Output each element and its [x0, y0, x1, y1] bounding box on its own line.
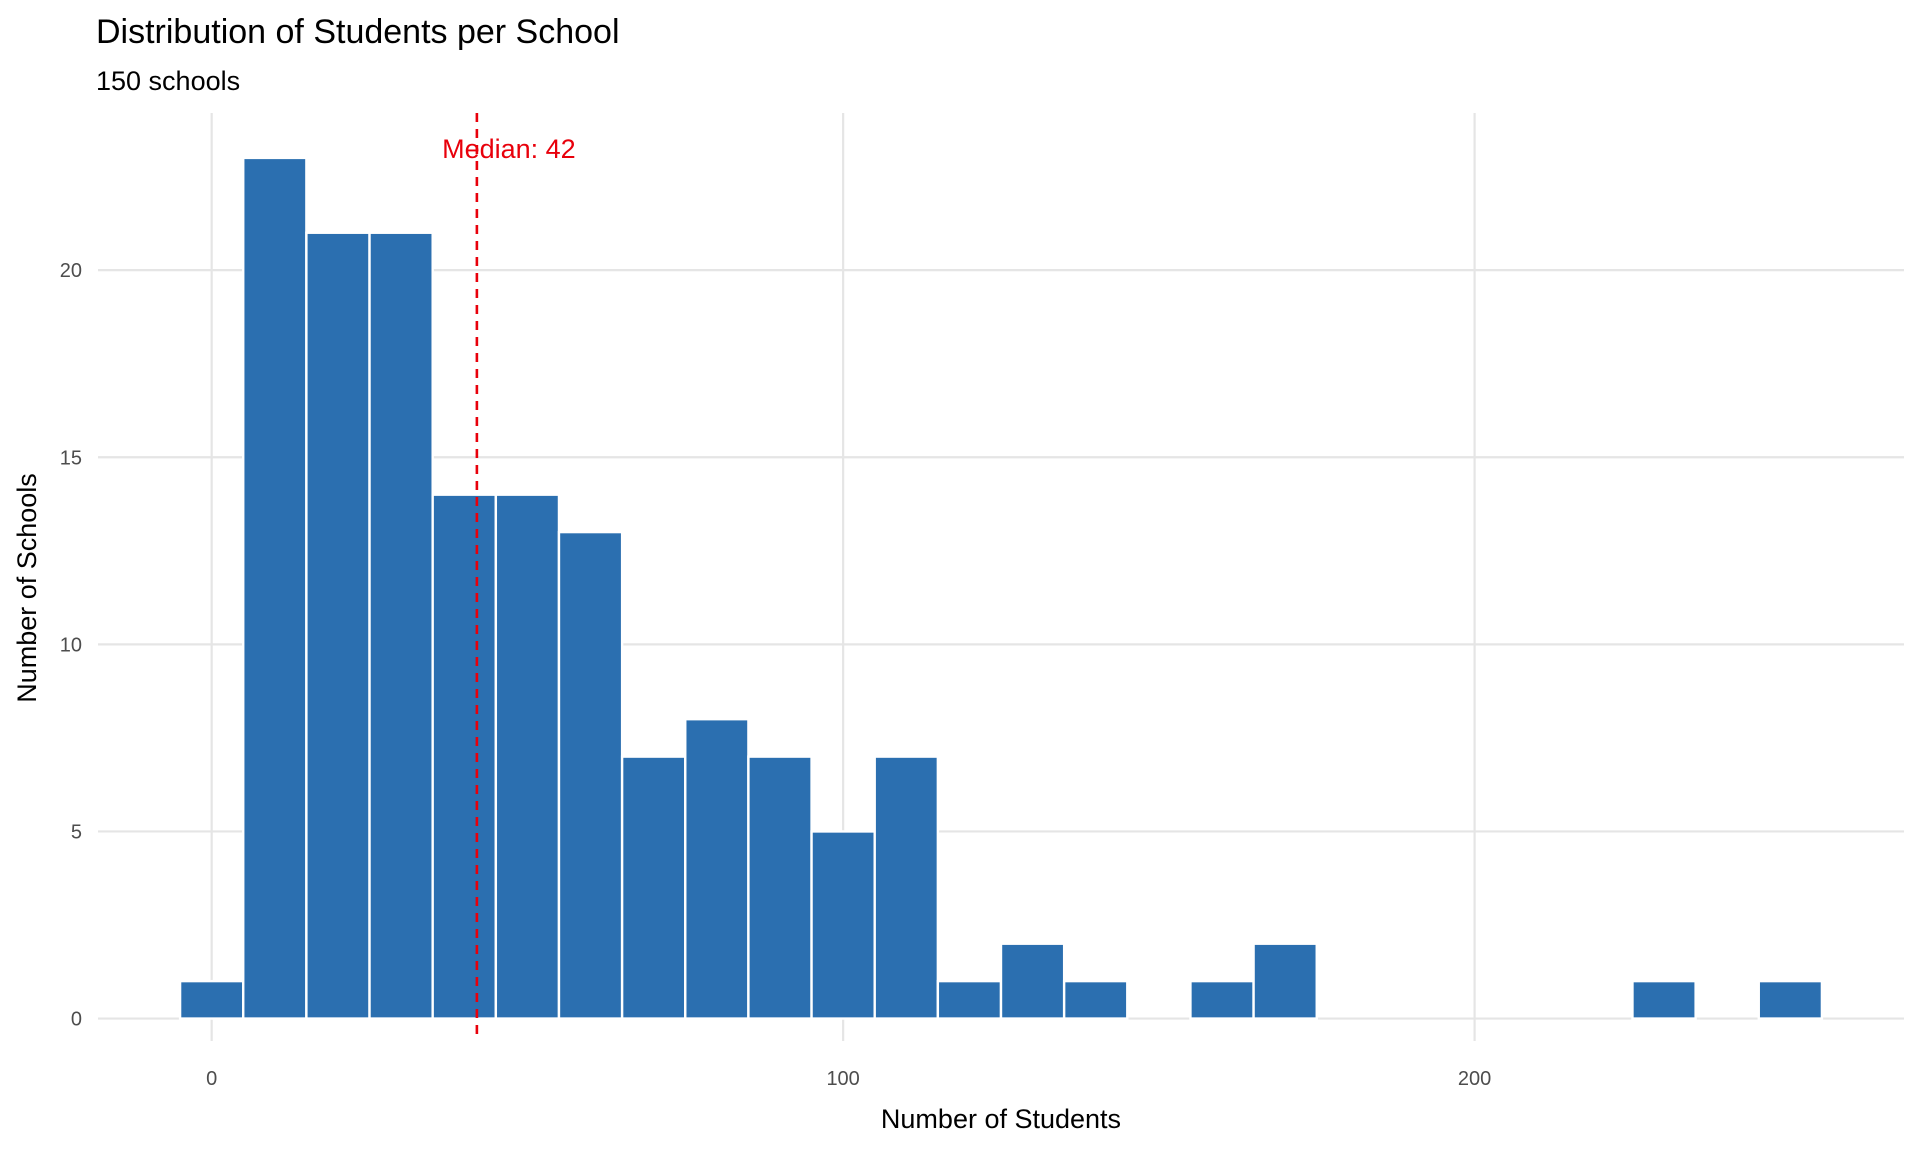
bar [999, 942, 1066, 1020]
bar [936, 979, 1003, 1020]
bar [305, 231, 371, 1020]
y-tick-label: 15 [60, 447, 82, 469]
bar [242, 156, 308, 1020]
bar [494, 493, 561, 1020]
y-tick-label: 0 [71, 1009, 82, 1031]
chart-subtitle: 150 schools [96, 66, 240, 96]
bar [431, 493, 498, 1020]
y-axis-title: Number of Schools [12, 473, 42, 703]
bar [368, 231, 434, 1020]
y-tick-label: 20 [60, 260, 82, 282]
x-tick-label: 200 [1458, 1068, 1491, 1090]
bar [1062, 979, 1129, 1020]
x-axis-title: Number of Students [881, 1104, 1121, 1134]
bar [1757, 979, 1824, 1020]
bar [620, 755, 687, 1020]
bar [873, 755, 940, 1020]
y-tick-label: 5 [71, 821, 82, 843]
y-tick-label: 10 [60, 634, 82, 656]
bar [557, 530, 624, 1020]
bar [747, 755, 813, 1020]
bar [1189, 979, 1255, 1020]
x-tick-label: 100 [826, 1068, 859, 1090]
chart-title: Distribution of Students per School [96, 13, 620, 51]
bar [810, 830, 876, 1020]
bar [178, 979, 245, 1020]
x-tick-label: 0 [206, 1068, 217, 1090]
bar [684, 717, 750, 1020]
median-label: Median: 42 [442, 134, 576, 164]
bar [1631, 979, 1697, 1020]
bar [1252, 942, 1318, 1020]
